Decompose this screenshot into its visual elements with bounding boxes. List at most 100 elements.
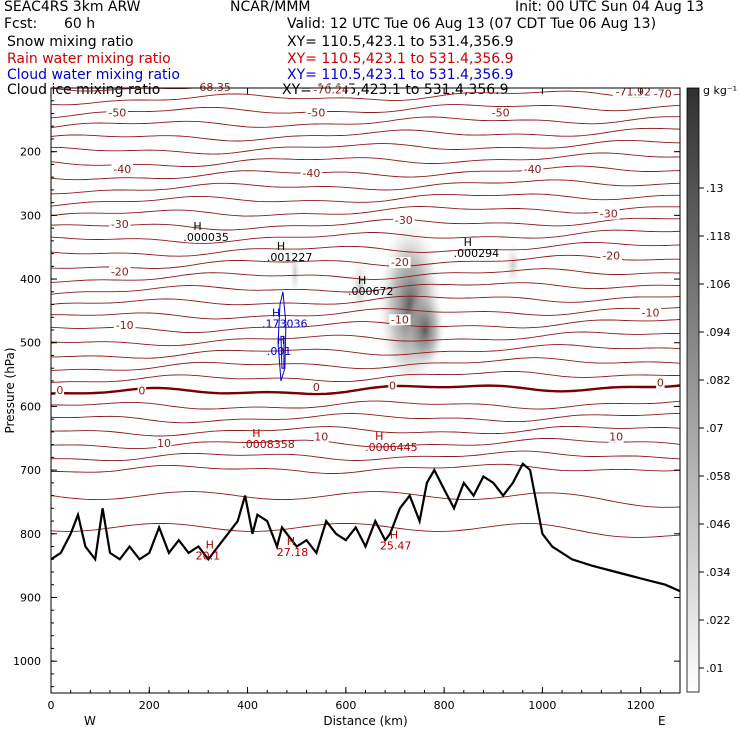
maximum-value-label: 27.18 bbox=[277, 546, 309, 559]
isotherm-label: -70.24 bbox=[313, 83, 348, 96]
maximum-value-label: .0006445 bbox=[365, 441, 418, 454]
isotherm bbox=[51, 217, 680, 231]
shaded-cell-small bbox=[290, 248, 300, 296]
isotherm bbox=[51, 295, 680, 306]
isotherm-label: 0 bbox=[138, 385, 145, 398]
isotherm-label: -30 bbox=[111, 218, 129, 231]
header-center: NCAR/MMM bbox=[230, 0, 311, 15]
contour-label-bg bbox=[111, 164, 134, 176]
isotherm bbox=[51, 193, 680, 207]
isotherm bbox=[51, 152, 680, 168]
maximum-h-marker: H bbox=[390, 529, 398, 542]
isotherm-label: -50 bbox=[492, 106, 510, 119]
isotherm bbox=[51, 179, 680, 195]
contour-label-bg bbox=[597, 208, 620, 220]
maximum-h-marker: H bbox=[358, 274, 366, 287]
maximum-value-label: .000294 bbox=[454, 247, 500, 260]
colorbar-tick-label: .082 bbox=[706, 374, 731, 387]
isotherm-low bbox=[51, 522, 680, 538]
field-xy-rain: XY= 110.5,423.1 to 531.4,356.9 bbox=[287, 51, 514, 67]
isotherm bbox=[51, 254, 680, 269]
header-init: Init: 00 UTC Sun 04 Aug 13 bbox=[515, 0, 704, 15]
maximum-h-marker: H bbox=[193, 220, 201, 233]
header-fcst-label: Fcst: bbox=[4, 16, 38, 32]
field-name-cloudice: Cloud ice mixing ratio bbox=[7, 82, 161, 98]
colorbar-tick-label: .118 bbox=[706, 230, 731, 243]
maximum-h-marker: H bbox=[287, 535, 295, 548]
y-tick-label: 800 bbox=[20, 528, 41, 541]
maximum-h-marker: H bbox=[272, 306, 280, 319]
field-name-rain: Rain water mixing ratio bbox=[7, 51, 171, 67]
contour-label-bg bbox=[305, 107, 328, 119]
isotherm bbox=[51, 229, 680, 244]
field-xy-snow: XY= 110.5,423.1 to 531.4,356.9 bbox=[287, 34, 514, 50]
contour-label-bg bbox=[310, 84, 352, 96]
x-tick-label: 400 bbox=[237, 699, 258, 712]
isotherm bbox=[51, 344, 680, 359]
colorbar-tick-label: .07 bbox=[706, 422, 724, 435]
isotherm-label: 0 bbox=[657, 376, 664, 389]
isotherm-label: 10 bbox=[157, 437, 171, 450]
contour-label-bg bbox=[137, 385, 147, 397]
maximum-h-marker: H bbox=[277, 334, 285, 347]
isotherm-label: -40 bbox=[113, 163, 131, 176]
contour-label-bg bbox=[300, 167, 323, 179]
isotherm-label: -30 bbox=[395, 214, 413, 227]
isotherm bbox=[51, 165, 680, 181]
isotherm bbox=[51, 425, 680, 437]
contour-label-bg bbox=[639, 307, 662, 319]
cloud-water-contours bbox=[277, 291, 287, 382]
y-axis-title: Pressure (hPa) bbox=[3, 347, 17, 433]
maximum-value-label: .001227 bbox=[267, 251, 313, 264]
contour-label-bg bbox=[489, 107, 512, 119]
y-tick-label: 900 bbox=[20, 591, 41, 604]
isotherm-low bbox=[51, 491, 680, 508]
isotherm bbox=[51, 463, 680, 474]
colorbar-tick-label: .022 bbox=[706, 614, 731, 627]
contour-label-bg bbox=[313, 431, 329, 443]
colorbar bbox=[686, 87, 700, 693]
mixing-ratio-shading bbox=[290, 220, 521, 390]
y-tick-label: 400 bbox=[20, 273, 41, 286]
contour-label-bg bbox=[389, 257, 411, 269]
isotherm bbox=[51, 241, 680, 257]
isotherm bbox=[51, 268, 680, 283]
isotherm bbox=[51, 88, 429, 92]
isotherm bbox=[51, 450, 680, 462]
x-tick-label: 600 bbox=[335, 699, 356, 712]
cloud-water-outer bbox=[277, 291, 287, 382]
maximum-value-label: .000035 bbox=[183, 231, 229, 244]
field-xy-cloudwater: XY= 110.5,423.1 to 531.4,356.9 bbox=[287, 67, 514, 83]
x-tick-label: 1200 bbox=[627, 699, 655, 712]
contour-label-bg bbox=[109, 266, 131, 278]
isotherm-label: 10 bbox=[314, 431, 328, 444]
isotherm bbox=[51, 331, 680, 347]
contour-label-bg bbox=[192, 81, 234, 93]
colorbar-tick-label: .01 bbox=[706, 662, 724, 675]
isotherm bbox=[51, 139, 680, 155]
isotherm-label: -71.92 bbox=[616, 85, 651, 98]
colorbar-tick-label: .046 bbox=[706, 518, 731, 531]
isotherm bbox=[51, 306, 680, 320]
x-tick-label: 200 bbox=[139, 699, 160, 712]
isotherm-label: 0 bbox=[313, 381, 320, 394]
maximum-value-label: .173036 bbox=[262, 317, 308, 330]
contour-label-bg bbox=[656, 377, 665, 389]
isotherm-label: 10 bbox=[609, 431, 623, 444]
maximum-value-label: 25.47 bbox=[380, 540, 412, 553]
isotherm bbox=[51, 319, 680, 334]
contour-label-bg bbox=[600, 250, 622, 262]
colorbar-tick-label: .094 bbox=[706, 326, 731, 339]
isotherm bbox=[51, 400, 680, 410]
isotherm-label: 0 bbox=[389, 380, 396, 393]
y-tick-label: 700 bbox=[20, 464, 41, 477]
isotherm bbox=[51, 370, 680, 384]
isotherm bbox=[51, 116, 680, 129]
isotherm-label: -20 bbox=[602, 250, 620, 263]
isotherm bbox=[51, 127, 680, 142]
maximum-h-marker: H bbox=[277, 240, 285, 253]
isotherm bbox=[51, 104, 680, 119]
x-tick-label: 1000 bbox=[528, 699, 556, 712]
